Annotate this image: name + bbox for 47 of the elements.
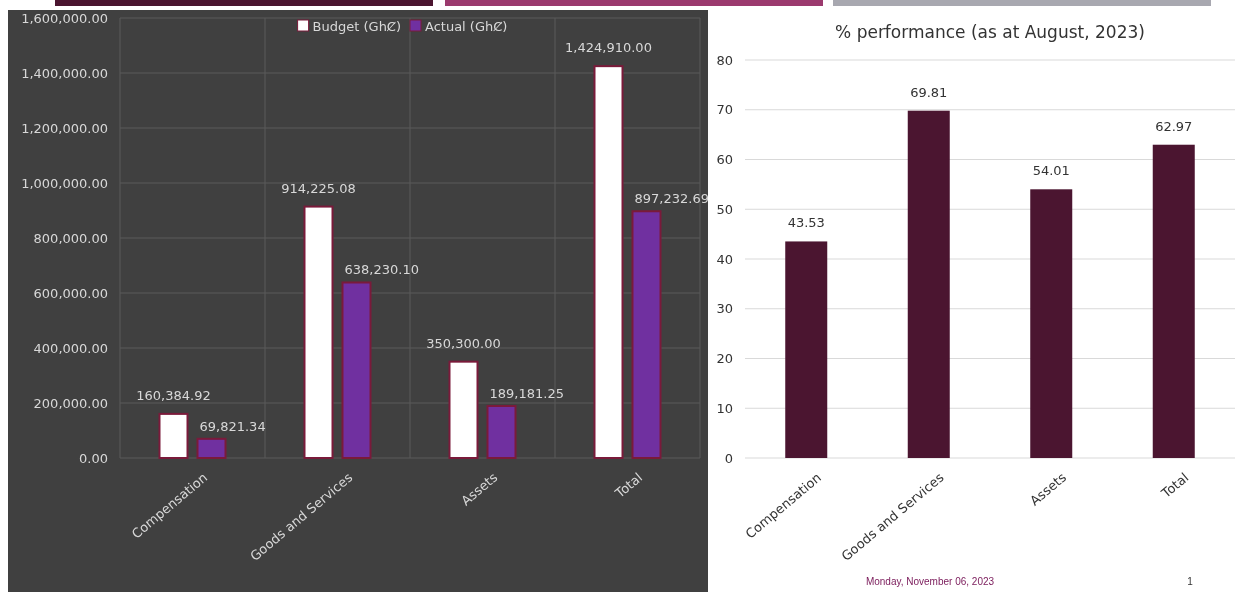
y-tick-label: 60 xyxy=(716,152,733,168)
data-label: 69.81 xyxy=(910,84,948,100)
y-tick-label: 1,600,000.00 xyxy=(21,10,108,26)
data-label: 189,181.25 xyxy=(489,385,564,401)
y-tick-label: 0.00 xyxy=(79,450,108,466)
y-tick-label: 50 xyxy=(716,201,733,217)
bar xyxy=(303,205,334,459)
y-tick-label: 600,000.00 xyxy=(33,285,108,301)
data-label: 54.01 xyxy=(1032,163,1070,179)
y-tick-label: 400,000.00 xyxy=(33,340,108,356)
data-label: 897,232.69 xyxy=(634,191,709,207)
text: Monday, November 06, 2023 xyxy=(865,576,995,587)
bar xyxy=(196,437,227,459)
bar xyxy=(785,241,828,458)
legend-label: Budget (GhȻ) xyxy=(312,18,402,34)
data-label: 1,424,910.00 xyxy=(565,40,652,56)
bar xyxy=(593,65,624,459)
bar xyxy=(1030,189,1073,458)
y-tick-label: 200,000.00 xyxy=(33,395,108,411)
y-tick-label: 0 xyxy=(724,450,733,466)
y-tick-label: 800,000.00 xyxy=(33,230,108,246)
chart-title: % performance (as at August, 2023) xyxy=(835,22,1145,42)
data-label: 914,225.08 xyxy=(281,180,356,196)
y-tick-label: 80 xyxy=(716,52,733,68)
data-label: 62.97 xyxy=(1155,118,1193,134)
legend-label: Actual (GhȻ) xyxy=(425,18,508,34)
bar xyxy=(158,412,189,459)
text: 1 xyxy=(1187,576,1194,587)
y-tick-label: 20 xyxy=(716,351,733,367)
y-tick-label: 1,000,000.00 xyxy=(21,175,108,191)
data-label: 350,300.00 xyxy=(426,335,501,351)
y-tick-label: 1,200,000.00 xyxy=(21,120,108,136)
y-tick-label: 10 xyxy=(716,400,733,416)
bar xyxy=(448,360,479,459)
y-tick-label: 1,400,000.00 xyxy=(21,65,108,81)
data-label: 43.53 xyxy=(787,215,825,231)
data-label: 160,384.92 xyxy=(136,387,211,403)
bar xyxy=(341,281,372,459)
y-tick-label: 30 xyxy=(716,301,733,317)
bar xyxy=(486,404,517,459)
bar xyxy=(907,110,950,458)
data-label: 69,821.34 xyxy=(199,418,266,434)
bar xyxy=(631,210,662,459)
y-tick-label: 70 xyxy=(716,102,733,118)
bar xyxy=(1152,144,1195,458)
data-label: 638,230.10 xyxy=(344,262,419,278)
y-tick-label: 40 xyxy=(716,251,733,267)
